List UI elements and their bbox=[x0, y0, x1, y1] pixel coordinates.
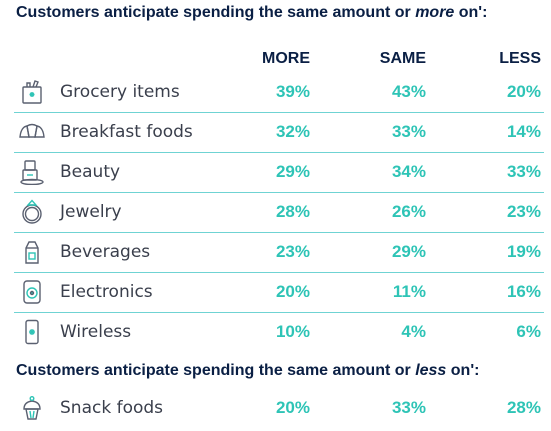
value-more: 29% bbox=[275, 162, 310, 181]
value-more: 20% bbox=[275, 398, 310, 417]
row-label: Snack foods bbox=[60, 398, 164, 418]
heading-more-emphasis: more bbox=[415, 4, 455, 21]
value-same: 11% bbox=[392, 282, 426, 301]
table-row-breakfast-foods: Breakfast foods 32% 33% 14% bbox=[14, 112, 544, 153]
heading-more: Customers anticipate spending the same a… bbox=[16, 4, 487, 22]
value-more: 32% bbox=[275, 122, 310, 141]
row-label: Electronics bbox=[60, 282, 153, 302]
heading-less-prefix: Customers anticipate spending the same a… bbox=[16, 362, 416, 379]
cosmetics-icon bbox=[18, 159, 46, 185]
row-label: Wireless bbox=[60, 322, 132, 342]
value-more: 10% bbox=[275, 322, 310, 341]
heading-less-emphasis: less bbox=[415, 362, 447, 379]
heading-more-suffix: on': bbox=[454, 4, 488, 21]
value-less: 33% bbox=[506, 162, 541, 181]
value-same: 33% bbox=[391, 398, 426, 417]
value-less: 20% bbox=[506, 82, 541, 101]
row-label: Beauty bbox=[60, 162, 121, 182]
heading-less-suffix: on': bbox=[446, 362, 480, 379]
value-same: 4% bbox=[401, 322, 426, 341]
value-same: 33% bbox=[391, 122, 426, 141]
row-label: Beverages bbox=[60, 242, 151, 262]
heading-more-prefix: Customers anticipate spending the same a… bbox=[16, 4, 416, 21]
row-label: Breakfast foods bbox=[60, 122, 193, 142]
value-same: 43% bbox=[391, 82, 426, 101]
value-less: 28% bbox=[506, 398, 541, 417]
value-less: 19% bbox=[506, 242, 541, 261]
value-less: 23% bbox=[506, 202, 541, 221]
column-header-same: SAME bbox=[379, 50, 426, 67]
heading-less: Customers anticipate spending the same a… bbox=[16, 362, 479, 380]
phone-icon bbox=[18, 319, 46, 345]
value-same: 34% bbox=[391, 162, 426, 181]
table-row-beauty: Beauty 29% 34% 33% bbox=[14, 152, 544, 193]
cupcake-icon bbox=[18, 395, 46, 421]
value-more: 28% bbox=[275, 202, 310, 221]
table-row-jewelry: Jewelry 28% 26% 23% bbox=[14, 192, 544, 233]
value-same: 29% bbox=[391, 242, 426, 261]
column-header-more: MORE bbox=[262, 50, 310, 67]
column-header-less: LESS bbox=[499, 50, 541, 67]
row-label: Jewelry bbox=[60, 202, 122, 222]
value-more: 39% bbox=[275, 82, 310, 101]
table-row-grocery-items: Grocery items 39% 43% 20% bbox=[14, 72, 544, 113]
value-less: 16% bbox=[506, 282, 541, 301]
milk-carton-icon bbox=[18, 239, 46, 265]
value-more: 23% bbox=[275, 242, 310, 261]
value-same: 26% bbox=[391, 202, 426, 221]
ring-icon bbox=[18, 199, 46, 225]
value-less: 6% bbox=[516, 322, 541, 341]
table-row-wireless: Wireless 10% 4% 6% bbox=[14, 312, 544, 352]
speaker-icon bbox=[18, 279, 46, 305]
table-row-beverages: Beverages 23% 29% 19% bbox=[14, 232, 544, 273]
table-row-snack-foods: Snack foods 20% 33% 28% bbox=[14, 388, 544, 428]
grocery-bag-icon bbox=[18, 79, 46, 105]
value-more: 20% bbox=[275, 282, 310, 301]
row-label: Grocery items bbox=[60, 82, 180, 102]
table-row-electronics: Electronics 20% 11% 16% bbox=[14, 272, 544, 313]
croissant-icon bbox=[18, 119, 46, 145]
value-less: 14% bbox=[506, 122, 541, 141]
